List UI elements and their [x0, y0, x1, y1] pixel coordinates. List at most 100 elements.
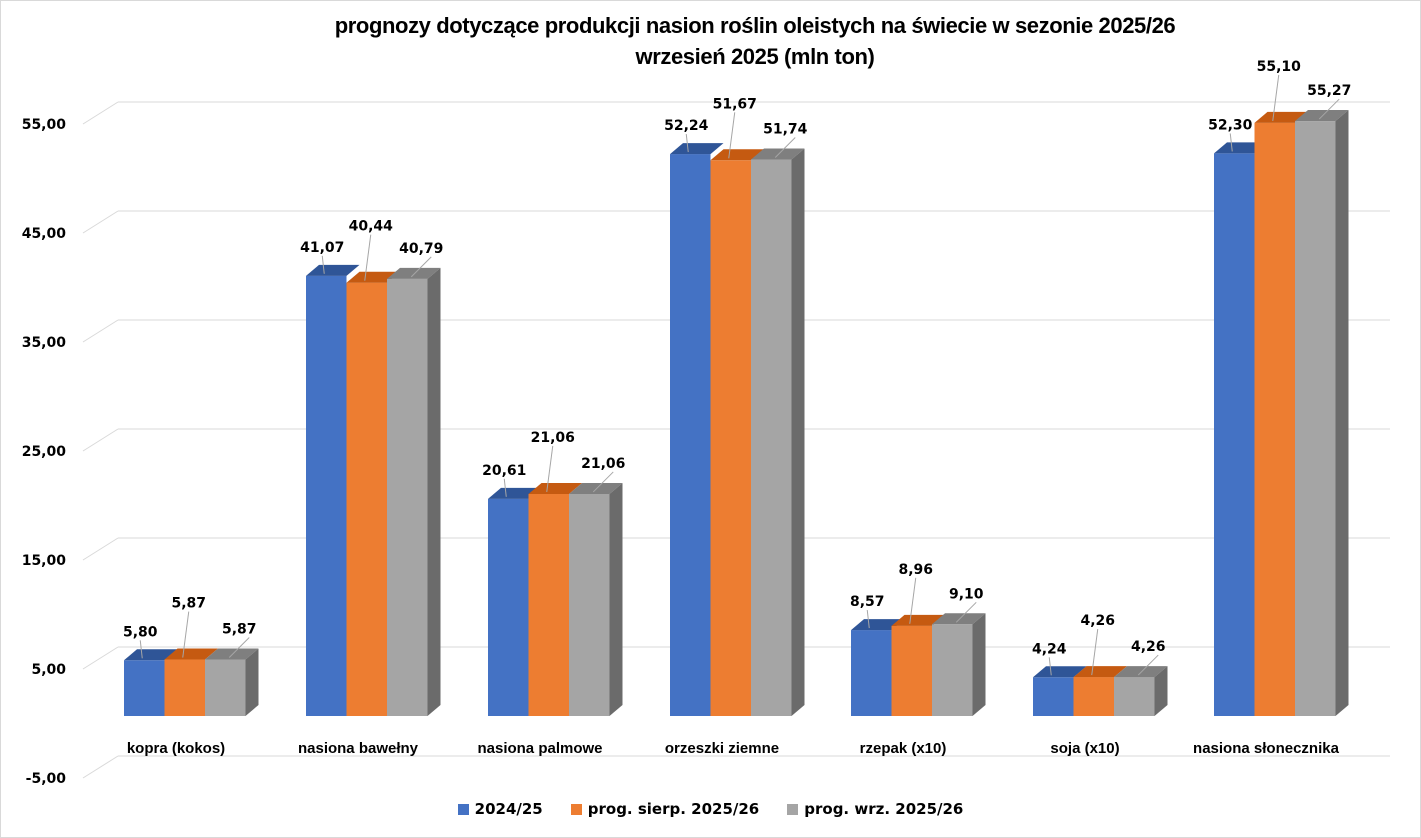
- data-label-leader: [1318, 98, 1340, 120]
- gridline-diagonal: [82, 210, 119, 234]
- y-tick-label: 15,00: [22, 553, 67, 569]
- bar-front: [1295, 121, 1336, 716]
- data-label-leader: [685, 134, 689, 153]
- data-label: 40,79: [399, 241, 443, 257]
- data-label: 8,57: [850, 594, 885, 610]
- bar: [1295, 110, 1349, 716]
- bar: [124, 649, 178, 716]
- bar: [346, 271, 400, 716]
- data-label-leader: [546, 445, 554, 493]
- data-label: 55,27: [1307, 83, 1351, 99]
- x-tick-label: soja (x10): [1050, 740, 1119, 757]
- data-label-leader: [228, 637, 250, 658]
- bar-side: [1335, 110, 1349, 716]
- data-label-leader: [1048, 657, 1052, 676]
- bar-top: [528, 482, 582, 494]
- bar-top: [891, 614, 945, 626]
- bar-front: [1254, 122, 1295, 716]
- bar-top: [387, 267, 441, 279]
- data-label: 20,61: [482, 463, 526, 479]
- data-label-leader: [1229, 133, 1233, 152]
- bar-top: [1295, 110, 1349, 122]
- bar: [1033, 666, 1087, 716]
- bar-top: [751, 148, 805, 160]
- data-label-leader: [909, 577, 917, 624]
- data-label-leader: [592, 471, 614, 493]
- data-label: 8,96: [898, 562, 933, 578]
- data-label-leader: [364, 234, 372, 281]
- legend-label-prog-wrz: prog. wrz. 2025/26: [804, 800, 964, 818]
- bar-side: [972, 613, 986, 716]
- data-label: 51,74: [763, 122, 808, 138]
- bar-top: [1033, 666, 1087, 678]
- y-tick-label: 55,00: [22, 117, 67, 133]
- bar: [932, 613, 986, 716]
- data-label: 4,24: [1032, 641, 1067, 657]
- data-label-leader: [866, 610, 870, 629]
- data-label: 21,06: [531, 430, 575, 446]
- legend-swatch-2024-25: [457, 803, 469, 815]
- bar-front: [1073, 677, 1114, 716]
- bar-front: [710, 160, 751, 716]
- data-label-leader: [955, 601, 977, 623]
- bar-front: [851, 630, 892, 716]
- bar-top: [569, 482, 623, 494]
- data-label-leader: [1272, 74, 1280, 121]
- bar-top: [205, 648, 259, 660]
- bar-front: [1214, 153, 1255, 716]
- bar-front: [1114, 677, 1155, 716]
- data-label: 5,87: [171, 596, 206, 612]
- bar-top: [1073, 666, 1127, 678]
- data-label-leader: [774, 137, 796, 158]
- x-tick-label: nasiona palmowe: [477, 740, 602, 757]
- y-tick-label: -5,00: [26, 771, 67, 787]
- data-label-leader: [182, 611, 190, 658]
- bar: [751, 148, 805, 716]
- y-axis-tick-labels: -5,00 5,00 15,00 25,00 35,00 45,00 55,00: [22, 117, 67, 787]
- y-tick-label: 5,00: [31, 662, 66, 678]
- legend-swatch-prog-sierp: [570, 803, 582, 815]
- bar-side: [1154, 666, 1168, 716]
- data-label: 52,30: [1208, 117, 1253, 133]
- data-label: 40,44: [349, 219, 394, 235]
- data-label: 4,26: [1131, 639, 1166, 655]
- data-label: 52,24: [664, 118, 709, 134]
- bar-top: [670, 143, 724, 155]
- bar: [1214, 142, 1268, 716]
- bar: [670, 143, 724, 717]
- gridline-diagonal: [82, 101, 119, 125]
- bar-top: [1254, 111, 1308, 123]
- data-label-leader: [139, 640, 143, 659]
- data-labels: 5,80 5,87 5,87 41,07 40,44 40,79 20,61 21,06 21,…: [123, 59, 1351, 676]
- data-label-leader: [410, 256, 432, 278]
- bar-side: [245, 648, 259, 716]
- data-label: 41,07: [300, 240, 344, 256]
- bar: [891, 614, 945, 716]
- data-label: 55,10: [1257, 59, 1302, 75]
- bar-front: [124, 660, 165, 716]
- legend-swatch-prog-wrz: [787, 803, 799, 815]
- bar-top: [1214, 142, 1268, 154]
- x-tick-label: orzeszki ziemne: [665, 740, 779, 757]
- legend: 2024/25 prog. sierp. 2025/26 prog. wrz. …: [0, 800, 1421, 818]
- bar-front: [528, 493, 569, 716]
- data-label: 5,80: [123, 624, 158, 640]
- bar-top: [124, 649, 178, 661]
- data-label-leader: [1137, 654, 1159, 676]
- bar-front: [306, 275, 347, 716]
- data-label-leader: [503, 478, 507, 497]
- bar-side: [609, 482, 623, 716]
- gridline-diagonal: [82, 755, 119, 779]
- bar: [387, 267, 441, 716]
- gridline-diagonal: [82, 537, 119, 561]
- bar-front: [387, 278, 428, 716]
- legend-item-prog-wrz: prog. wrz. 2025/26: [787, 800, 963, 818]
- legend-item-2024-25: 2024/25: [457, 800, 543, 818]
- legend-label-prog-sierp: prog. sierp. 2025/26: [587, 800, 760, 818]
- x-tick-label: nasiona słonecznika: [1193, 740, 1340, 757]
- gridline-diagonal: [82, 319, 119, 343]
- bar-front: [205, 659, 246, 716]
- data-label: 9,10: [949, 586, 984, 602]
- bar-top: [851, 619, 905, 631]
